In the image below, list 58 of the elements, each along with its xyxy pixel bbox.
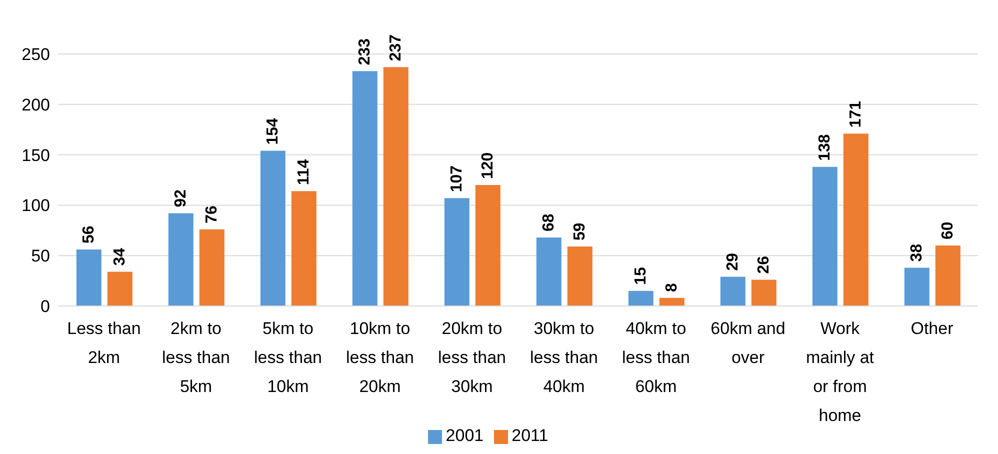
data-label: 34 — [111, 248, 128, 266]
x-tick-label: 2km to less than 5km — [162, 319, 230, 396]
bar — [536, 237, 562, 306]
data-label: 8 — [663, 282, 680, 292]
x-tick-label: 30km to less than 40km — [530, 319, 598, 396]
bar — [812, 166, 838, 306]
legend-label: 2011 — [512, 426, 548, 445]
data-label: 171 — [847, 100, 864, 128]
y-tick-label: 200 — [22, 95, 50, 114]
bar — [904, 268, 930, 306]
bar — [720, 276, 746, 306]
y-tick-label: 100 — [22, 196, 50, 216]
y-tick-label: 250 — [22, 45, 50, 64]
data-label: 68 — [540, 214, 558, 232]
y-tick-label: 0 — [40, 297, 50, 316]
data-label: 15 — [632, 266, 650, 285]
legend-label: 2001 — [446, 426, 484, 445]
bar — [199, 229, 224, 306]
data-label: 138 — [816, 134, 834, 161]
data-label: 76 — [203, 205, 220, 224]
bar — [475, 185, 500, 306]
bar — [352, 71, 378, 306]
data-label: 107 — [448, 165, 466, 192]
data-label: 114 — [295, 159, 312, 186]
x-tick-label: Other — [910, 319, 954, 338]
data-label: 120 — [479, 152, 496, 180]
bar — [444, 198, 470, 306]
bar — [76, 250, 102, 306]
x-tick-label: Less than 2km — [67, 319, 141, 368]
data-label: 154 — [264, 118, 282, 145]
bar — [843, 134, 868, 306]
data-label: 29 — [724, 252, 742, 271]
data-label: 26 — [755, 256, 772, 274]
data-label: 233 — [356, 38, 374, 66]
x-tick-label: 60km and over — [710, 319, 786, 368]
y-tick-label: 150 — [22, 146, 50, 165]
bar — [107, 272, 132, 306]
x-tick-label: 10km to less than 20km — [346, 319, 414, 396]
y-tick-label: 50 — [31, 246, 50, 266]
data-label: 56 — [80, 226, 98, 244]
bar — [291, 191, 316, 306]
data-label: 237 — [387, 34, 404, 62]
bar — [751, 280, 776, 306]
data-label: 92 — [172, 189, 190, 208]
bar — [383, 67, 408, 306]
x-tick-label: 20km to less than 30km — [438, 319, 506, 396]
bar — [628, 290, 654, 306]
bar — [659, 298, 684, 306]
bar — [935, 246, 960, 306]
x-tick-label: 40km to less than 60km — [622, 319, 690, 396]
x-tick-label: Work mainly at or from home — [806, 319, 874, 426]
data-label: 59 — [571, 222, 588, 241]
data-label: 38 — [908, 244, 926, 262]
bar — [567, 246, 592, 306]
data-label: 60 — [939, 222, 956, 240]
bar — [260, 150, 286, 306]
x-tick-label: 5km to less than 10km — [254, 319, 322, 396]
bar — [168, 213, 194, 306]
